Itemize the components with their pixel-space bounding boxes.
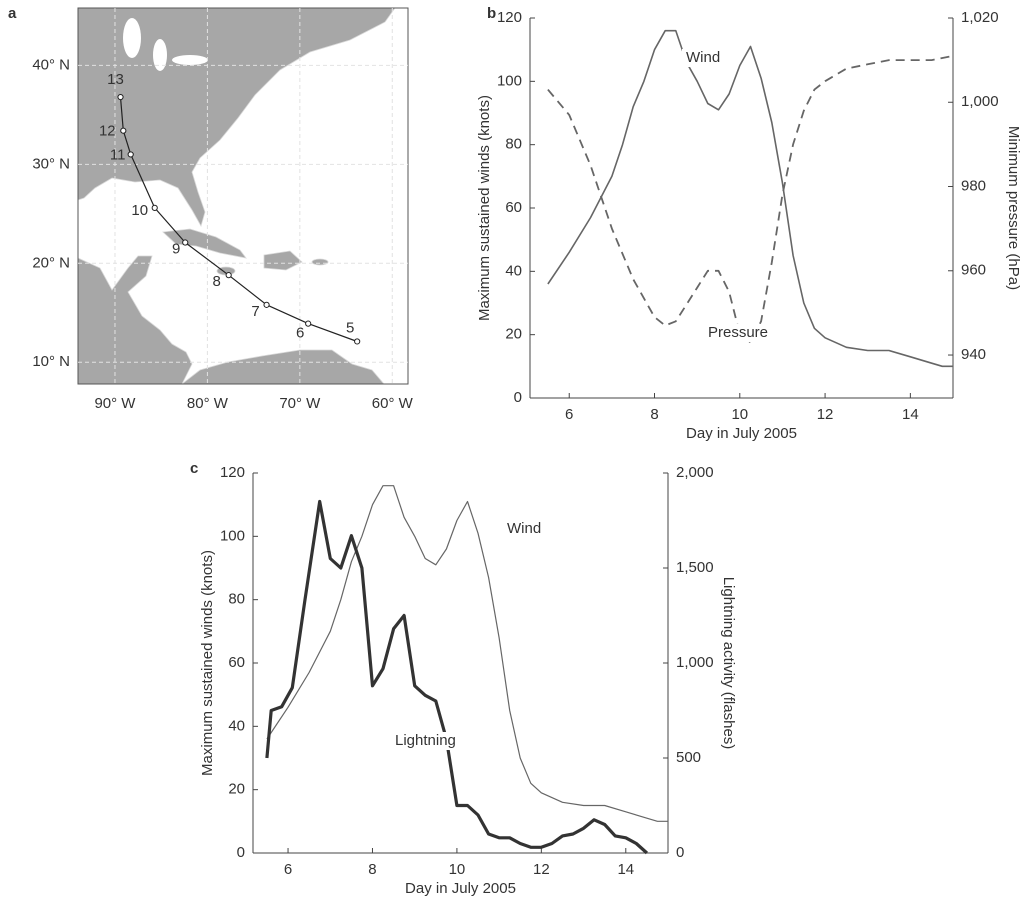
point-label: 5 bbox=[346, 319, 354, 336]
y2-tick-label: 1,500 bbox=[676, 559, 714, 576]
track-point bbox=[117, 93, 124, 101]
track-point bbox=[127, 151, 134, 158]
y2-tick-label: 960 bbox=[961, 262, 986, 279]
point-label: 10 bbox=[131, 202, 148, 219]
series-label-bg bbox=[391, 732, 460, 750]
point-label: 6 bbox=[296, 325, 304, 342]
x-tick-label: 70° W bbox=[279, 395, 321, 412]
y-tick-label: 30° N bbox=[32, 155, 70, 172]
series-label-bg bbox=[682, 49, 725, 67]
panel-label: c bbox=[190, 460, 198, 477]
x-tick-label: 8 bbox=[650, 406, 658, 423]
x-tick-label: 6 bbox=[565, 406, 573, 423]
y-tick-label: 20 bbox=[505, 326, 522, 343]
series-label: Lightning bbox=[395, 732, 456, 749]
y-tick-label: 80 bbox=[228, 591, 245, 608]
x-axis-label: Day in July 2005 bbox=[686, 425, 797, 442]
y2-tick-label: 0 bbox=[676, 844, 684, 861]
y2-tick-label: 1,000 bbox=[961, 93, 999, 110]
y-tick-label: 20 bbox=[228, 781, 245, 798]
point-label: 9 bbox=[172, 240, 180, 257]
panel-label: a bbox=[8, 5, 17, 22]
track-point bbox=[263, 301, 270, 308]
series-label-bg bbox=[704, 324, 773, 342]
x-tick-label: 8 bbox=[368, 861, 376, 878]
series-label: Wind bbox=[686, 49, 720, 66]
x-tick-label: 60° W bbox=[372, 395, 414, 412]
y-tick-label: 120 bbox=[220, 464, 245, 481]
y-tick-label: 80 bbox=[505, 136, 522, 153]
y-tick-label: 20° N bbox=[32, 254, 70, 271]
x-tick-label: 12 bbox=[533, 861, 550, 878]
x-tick-label: 80° W bbox=[187, 395, 229, 412]
y-axis-label: Maximum sustained winds (knots) bbox=[476, 95, 493, 321]
point-label: 13 bbox=[107, 71, 124, 88]
series-label: Wind bbox=[507, 520, 541, 537]
y-tick-label: 120 bbox=[497, 9, 522, 26]
track-point bbox=[182, 239, 189, 246]
y-tick-label: 40° N bbox=[32, 56, 70, 73]
y2-axis-label: Minimum pressure (hPa) bbox=[1005, 126, 1021, 290]
x-tick-label: 14 bbox=[902, 406, 919, 423]
track-point bbox=[305, 320, 312, 327]
series-label: Pressure bbox=[708, 324, 768, 341]
map-land bbox=[78, 8, 408, 384]
y2-tick-label: 1,020 bbox=[961, 9, 999, 26]
y2-axis-label: Lightning activity (flashes) bbox=[720, 577, 737, 750]
y2-tick-label: 940 bbox=[961, 346, 986, 363]
track-point bbox=[225, 272, 232, 279]
map-frame bbox=[77, 7, 409, 385]
series-line bbox=[266, 485, 668, 822]
track-point bbox=[354, 338, 361, 345]
point-label: 12 bbox=[99, 123, 116, 140]
point-label: 8 bbox=[213, 273, 221, 290]
y-tick-label: 10° N bbox=[32, 353, 70, 370]
y-tick-label: 40 bbox=[505, 262, 522, 279]
y2-tick-label: 980 bbox=[961, 177, 986, 194]
series-line bbox=[547, 29, 953, 368]
point-label: 11 bbox=[110, 146, 126, 163]
y-tick-label: 100 bbox=[220, 527, 245, 544]
y2-tick-label: 2,000 bbox=[676, 464, 714, 481]
point-label: 7 bbox=[251, 303, 259, 320]
y-tick-label: 40 bbox=[228, 717, 245, 734]
x-tick-label: 10 bbox=[449, 861, 466, 878]
y-tick-label: 0 bbox=[514, 389, 522, 406]
track-point bbox=[120, 127, 127, 134]
x-tick-label: 14 bbox=[617, 861, 634, 878]
y-tick-label: 60 bbox=[228, 654, 245, 671]
panel-label: b bbox=[487, 5, 496, 22]
y2-tick-label: 1,000 bbox=[676, 654, 714, 671]
track-point bbox=[151, 204, 158, 211]
y-tick-label: 0 bbox=[237, 844, 245, 861]
y2-tick-label: 500 bbox=[676, 749, 701, 766]
series-label-bg bbox=[503, 520, 546, 538]
x-tick-label: 90° W bbox=[94, 395, 136, 412]
series-line bbox=[547, 55, 954, 344]
series-line bbox=[265, 499, 648, 855]
x-axis-label: Day in July 2005 bbox=[405, 880, 516, 897]
x-tick-label: 6 bbox=[284, 861, 292, 878]
y-tick-label: 60 bbox=[505, 199, 522, 216]
x-tick-label: 10 bbox=[731, 406, 748, 423]
x-tick-label: 12 bbox=[817, 406, 834, 423]
y-axis-label: Maximum sustained winds (knots) bbox=[199, 550, 216, 776]
y-tick-label: 100 bbox=[497, 72, 522, 89]
